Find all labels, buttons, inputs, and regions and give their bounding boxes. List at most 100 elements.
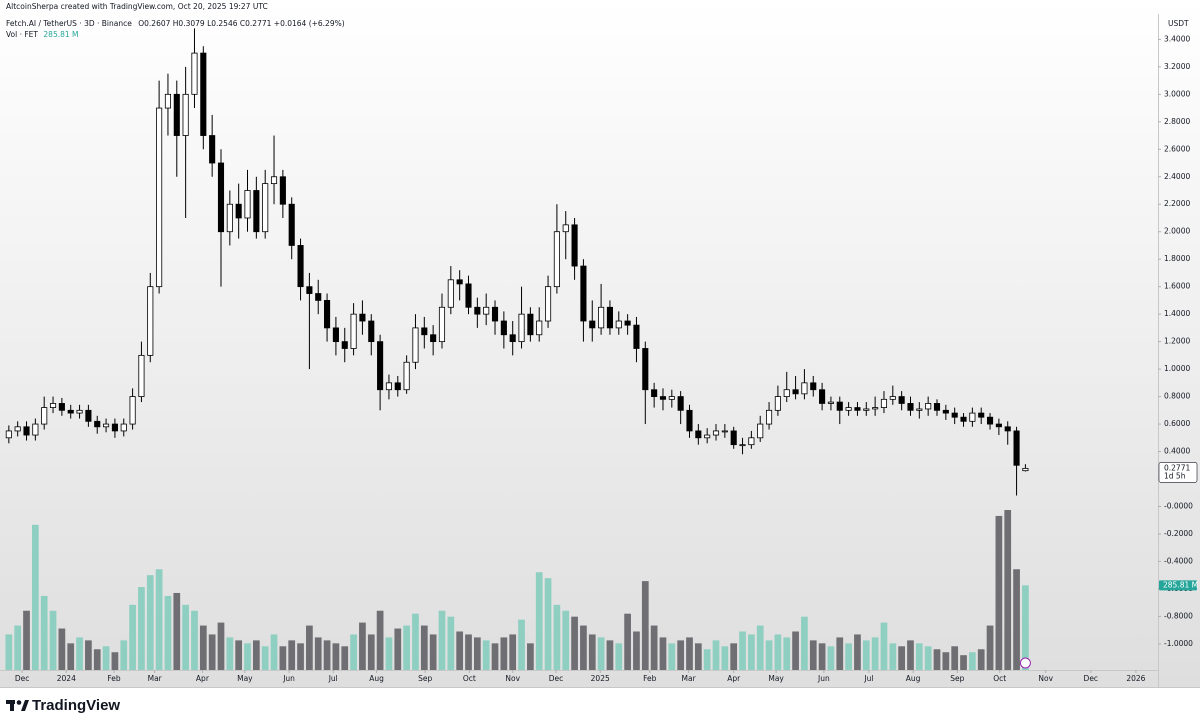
volume-bar xyxy=(659,637,667,670)
volume-bar xyxy=(155,569,163,670)
x-tick-label: Sep xyxy=(418,674,432,683)
candle-body xyxy=(898,396,905,404)
volume-bar xyxy=(173,592,181,670)
volume-tag xyxy=(1159,580,1197,591)
volume-bar xyxy=(438,610,446,670)
volume-bar xyxy=(580,625,587,670)
volume-bar xyxy=(350,634,357,670)
volume-bar xyxy=(102,646,110,670)
volume-bar xyxy=(31,524,39,670)
volume-bar xyxy=(270,634,278,670)
x-tick-label: May xyxy=(768,674,784,683)
volume-bar xyxy=(933,649,941,670)
candle-body xyxy=(191,52,198,95)
volume-bar xyxy=(862,640,870,670)
candle-body xyxy=(209,135,216,164)
candle-body xyxy=(536,320,543,336)
x-tick-label: Nov xyxy=(1038,674,1053,683)
volume-bar xyxy=(730,643,738,670)
volume-bar xyxy=(818,643,826,670)
volume-bar xyxy=(712,640,720,670)
y-tick-label: 3.0000 xyxy=(1164,89,1190,98)
y-tick-label: -0.8000 xyxy=(1164,611,1193,620)
candle-body xyxy=(978,412,985,418)
volume-bar xyxy=(323,640,331,670)
volume-bar xyxy=(288,640,296,670)
candle-body xyxy=(32,423,39,436)
x-tick-label: Mar xyxy=(682,674,697,683)
y-tick-label: 0.6000 xyxy=(1164,419,1190,428)
volume-bar xyxy=(783,637,791,670)
symbol-legend: Fetch.AI / TetherUS · 3D · Binance O0.26… xyxy=(6,19,345,28)
x-tick-label: 2025 xyxy=(591,674,610,683)
logo-part xyxy=(16,700,22,705)
volume-tag-label: 285.81 M xyxy=(1163,580,1198,589)
volume-bar xyxy=(367,634,375,670)
candle-body xyxy=(430,334,437,343)
candle-body xyxy=(129,396,136,425)
volume-bar xyxy=(801,616,808,670)
volume-bar xyxy=(969,652,976,670)
volume-bar xyxy=(129,604,136,670)
y-tick-label: 2.4000 xyxy=(1164,172,1190,181)
volume-bar xyxy=(836,637,844,670)
candle-body xyxy=(164,93,172,109)
volume-bar xyxy=(217,622,225,670)
volume-bar xyxy=(244,643,251,670)
volume-bar xyxy=(359,622,366,670)
candle-body xyxy=(589,320,596,329)
x-tick-label: Feb xyxy=(107,674,121,683)
candle-body xyxy=(94,420,101,428)
ohlc-label: H xyxy=(173,19,179,28)
volume-bar xyxy=(385,637,393,670)
volume-bar xyxy=(182,604,189,670)
y-tick-label: -0.4000 xyxy=(1164,556,1193,565)
x-tick-label: 2026 xyxy=(1126,674,1145,683)
candle-body xyxy=(986,416,994,425)
volume-bar xyxy=(465,634,472,670)
volume-bar xyxy=(14,625,22,670)
candle-body xyxy=(995,423,1002,428)
volume-bar xyxy=(482,640,490,670)
x-tick-label: Aug xyxy=(369,674,384,683)
volume-bar xyxy=(235,640,243,670)
candle-body xyxy=(872,407,879,410)
currency-label: USDT xyxy=(1168,19,1189,28)
candle-body xyxy=(226,203,233,233)
volume-value: 285.81 M xyxy=(43,30,78,39)
candle-body xyxy=(138,354,145,397)
volume-bar xyxy=(5,634,13,670)
candle-body xyxy=(332,327,339,343)
volume-bar xyxy=(111,652,119,670)
logo-part xyxy=(21,700,29,711)
candle-body xyxy=(553,231,560,288)
volume-bar xyxy=(341,646,349,670)
candle-body xyxy=(748,437,755,446)
symbol: Fetch.AI / TetherUS · 3D · Binance xyxy=(6,19,132,28)
y-tick-label: 1.2000 xyxy=(1164,337,1190,346)
volume-bar xyxy=(403,625,410,670)
volume-bar xyxy=(597,637,605,670)
candle-body xyxy=(712,430,720,436)
candle-body xyxy=(1004,426,1011,432)
candle-body xyxy=(182,93,189,136)
volume-bar xyxy=(748,634,755,670)
chart-background xyxy=(0,0,1200,690)
ohlc-label: L xyxy=(207,19,212,28)
y-tick-label: 2.6000 xyxy=(1164,144,1190,153)
candle-body xyxy=(889,396,896,400)
volume-bar xyxy=(261,646,269,670)
candle-body xyxy=(244,190,251,219)
candle-body xyxy=(810,382,817,391)
x-tick-label: Dec xyxy=(15,674,30,683)
volume-bar xyxy=(854,634,861,670)
volume-bar xyxy=(1013,569,1020,670)
candle-body xyxy=(491,306,499,322)
candle-body xyxy=(677,396,684,411)
candle-body xyxy=(651,389,658,397)
volume-bar xyxy=(641,581,649,670)
candle-body xyxy=(819,389,826,404)
x-tick-label: Jun xyxy=(282,674,295,683)
